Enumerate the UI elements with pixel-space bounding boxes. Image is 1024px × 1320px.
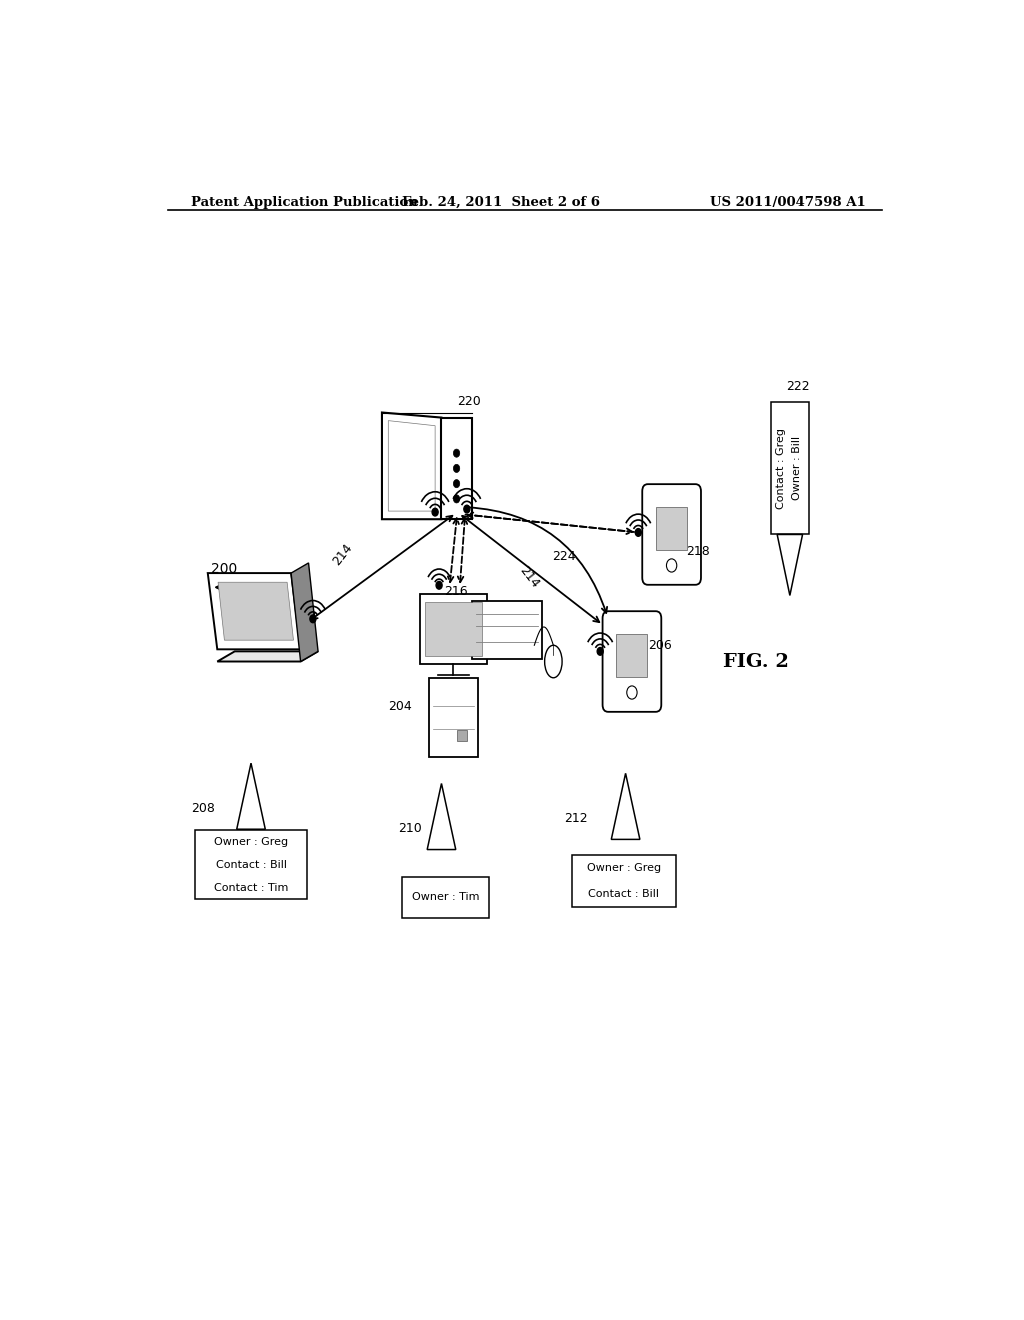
Polygon shape [237,763,265,829]
Text: Owner : Bill: Owner : Bill [793,437,803,500]
Circle shape [627,686,637,700]
Circle shape [454,449,460,457]
Text: 220: 220 [458,396,481,408]
Text: 210: 210 [397,822,422,836]
Polygon shape [777,535,803,595]
Circle shape [464,506,470,513]
Text: 214: 214 [331,541,355,568]
Polygon shape [611,774,640,840]
FancyBboxPatch shape [457,730,467,741]
Text: 212: 212 [564,812,588,825]
Circle shape [454,495,460,503]
Text: Owner : Greg: Owner : Greg [214,837,288,846]
Text: FIG. 2: FIG. 2 [723,652,790,671]
Circle shape [436,581,442,589]
Polygon shape [208,573,301,649]
Text: Patent Application Publication: Patent Application Publication [191,195,418,209]
Text: Contact : Greg: Contact : Greg [776,428,786,510]
FancyBboxPatch shape [771,403,809,535]
FancyBboxPatch shape [572,854,676,907]
Text: 202: 202 [255,593,279,606]
Circle shape [310,615,316,623]
Circle shape [597,648,603,655]
FancyBboxPatch shape [429,677,478,758]
Text: Owner : Greg: Owner : Greg [587,863,662,873]
FancyBboxPatch shape [441,417,472,519]
Polygon shape [382,412,441,519]
Text: 200: 200 [211,562,238,576]
Ellipse shape [545,645,562,677]
FancyBboxPatch shape [642,484,701,585]
Text: Contact : Bill: Contact : Bill [215,859,287,870]
Polygon shape [218,582,294,640]
Polygon shape [291,562,318,661]
FancyBboxPatch shape [420,594,487,664]
Text: 204: 204 [388,701,412,713]
FancyBboxPatch shape [602,611,662,711]
Circle shape [432,508,438,516]
Polygon shape [217,651,318,661]
Text: 218: 218 [686,545,710,558]
FancyBboxPatch shape [401,876,489,917]
Polygon shape [427,784,456,850]
Circle shape [454,479,460,487]
FancyBboxPatch shape [472,601,543,660]
Text: 222: 222 [785,380,810,393]
Circle shape [635,528,641,536]
Text: US 2011/0047598 A1: US 2011/0047598 A1 [711,195,866,209]
FancyBboxPatch shape [616,634,647,677]
Circle shape [667,558,677,572]
Text: 208: 208 [191,803,215,814]
Circle shape [454,465,460,473]
Text: Contact : Bill: Contact : Bill [589,890,659,899]
FancyBboxPatch shape [425,602,481,656]
Text: Owner : Tim: Owner : Tim [412,892,479,903]
FancyBboxPatch shape [196,830,306,899]
Text: Contact : Tim: Contact : Tim [214,883,288,892]
FancyBboxPatch shape [656,507,687,550]
Text: 206: 206 [648,639,672,652]
Polygon shape [388,421,435,511]
Text: 216: 216 [443,586,468,598]
Text: 224: 224 [553,550,577,562]
Text: Feb. 24, 2011  Sheet 2 of 6: Feb. 24, 2011 Sheet 2 of 6 [402,195,600,209]
Text: 214: 214 [517,564,542,590]
